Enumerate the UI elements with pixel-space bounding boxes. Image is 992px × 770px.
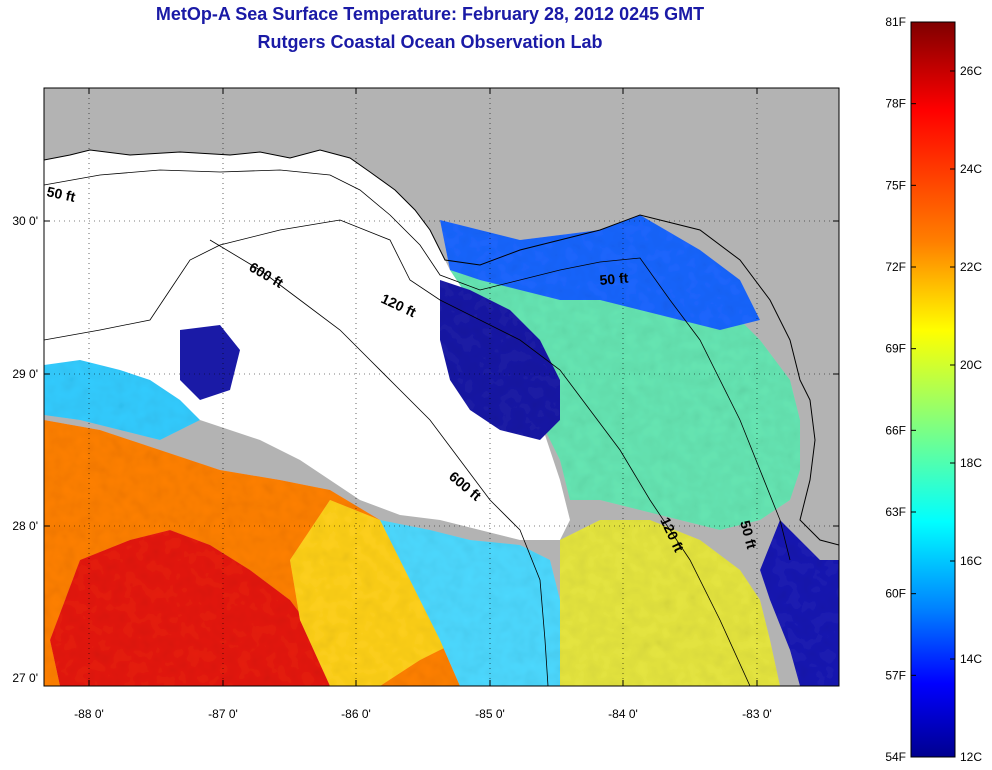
- colorbar-c-label: 20C: [960, 358, 982, 372]
- lat-tick-label-29: 29 0': [12, 367, 38, 381]
- lon-tick-label-88: -88 0': [74, 707, 104, 721]
- sst-hot-region: [50, 530, 330, 686]
- colorbar-c-label: 24C: [960, 162, 982, 176]
- contour-120ft: [44, 219, 751, 686]
- colorbar-f-label: 72F: [885, 260, 906, 274]
- colorbar-f-label: 78F: [885, 97, 906, 111]
- contour-label-3: 50 ft: [599, 270, 629, 288]
- sst-cool-band: [380, 520, 560, 686]
- lon-tick-label-85: -85 0': [475, 707, 505, 721]
- contour-label-0: 50 ft: [45, 183, 77, 205]
- sst-nearshore-cold: [440, 215, 760, 330]
- contour-600ft: [209, 239, 549, 686]
- lat-tick-label-30: 30 0': [12, 214, 38, 228]
- contour-label-6: 50 ft: [737, 519, 760, 551]
- colorbar-c-label: 12C: [960, 750, 982, 764]
- sst-coastal-dark: [760, 520, 839, 686]
- florida-land: [560, 88, 839, 540]
- lon-tick-label-84: -84 0': [608, 707, 638, 721]
- map-frame: [43, 87, 840, 687]
- coastline: [44, 149, 839, 546]
- lat-tick-label-27: 27 0': [12, 671, 38, 685]
- sst-southeast-region: [560, 520, 780, 686]
- map-subtitle: Rutgers Coastal Ocean Observation Lab: [257, 32, 603, 52]
- colorbar-f-label: 81F: [885, 15, 906, 29]
- colorbar-c-label: 16C: [960, 554, 982, 568]
- colorbar-c-label: 26C: [960, 64, 982, 78]
- lon-tick-label-87: -87 0': [208, 707, 238, 721]
- map-title: MetOp-A Sea Surface Temperature: Februar…: [155, 4, 705, 24]
- colorbar-f-label: 75F: [885, 178, 906, 192]
- sst-darkblue-patch-2: [180, 325, 240, 400]
- lon-tick-label-86: -86 0': [341, 707, 371, 721]
- lat-tick-label-28: 28 0': [12, 519, 38, 533]
- colorbar-c-label: 14C: [960, 652, 982, 666]
- colorbar: [910, 21, 956, 758]
- colorbar-f-label: 69F: [885, 342, 906, 356]
- colorbar-f-label: 60F: [885, 587, 906, 601]
- colorbar-f-label: 66F: [885, 423, 906, 437]
- frame-ticks: [44, 88, 839, 686]
- colorbar-c-label: 18C: [960, 456, 982, 470]
- colorbar-f-label: 57F: [885, 668, 906, 682]
- colorbar-f-label: 63F: [885, 505, 906, 519]
- colorbar-c-label: 22C: [960, 260, 982, 274]
- contour-50ft-west: [44, 169, 791, 561]
- lon-tick-label-83: -83 0': [742, 707, 772, 721]
- sst-western-cyan: [44, 360, 200, 440]
- colorbar-f-label: 54F: [885, 750, 906, 764]
- sst-darkblue-patch: [440, 280, 560, 440]
